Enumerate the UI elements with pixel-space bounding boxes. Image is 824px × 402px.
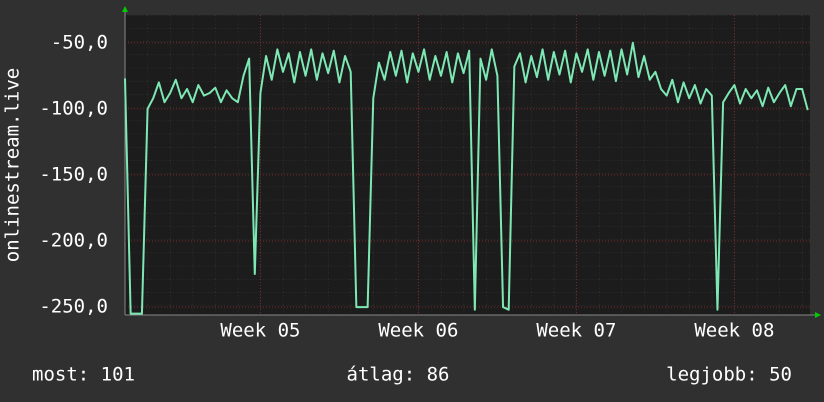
y-tick-label: -250,0 bbox=[39, 296, 108, 318]
x-tick-label: Week 08 bbox=[694, 320, 774, 342]
x-tick-label: Week 06 bbox=[378, 320, 458, 342]
y-tick-label: -150,0 bbox=[39, 163, 108, 185]
y-tick-label: -50,0 bbox=[51, 31, 108, 53]
y-tick-label: -100,0 bbox=[39, 97, 108, 119]
stat-best: legjobb: 50 bbox=[666, 364, 792, 386]
data-line bbox=[124, 41, 809, 315]
x-arrow bbox=[815, 312, 821, 318]
stat-current: most: 101 bbox=[32, 364, 135, 386]
y-arrow bbox=[122, 6, 128, 12]
y-axis-label: onlinestream.live bbox=[2, 68, 24, 262]
x-tick-label: Week 05 bbox=[220, 320, 300, 342]
y-tick-label: -200,0 bbox=[39, 229, 108, 251]
minor-grid bbox=[125, 15, 810, 315]
stat-average: átlag: 86 bbox=[347, 364, 450, 386]
x-tick-label: Week 07 bbox=[536, 320, 616, 342]
